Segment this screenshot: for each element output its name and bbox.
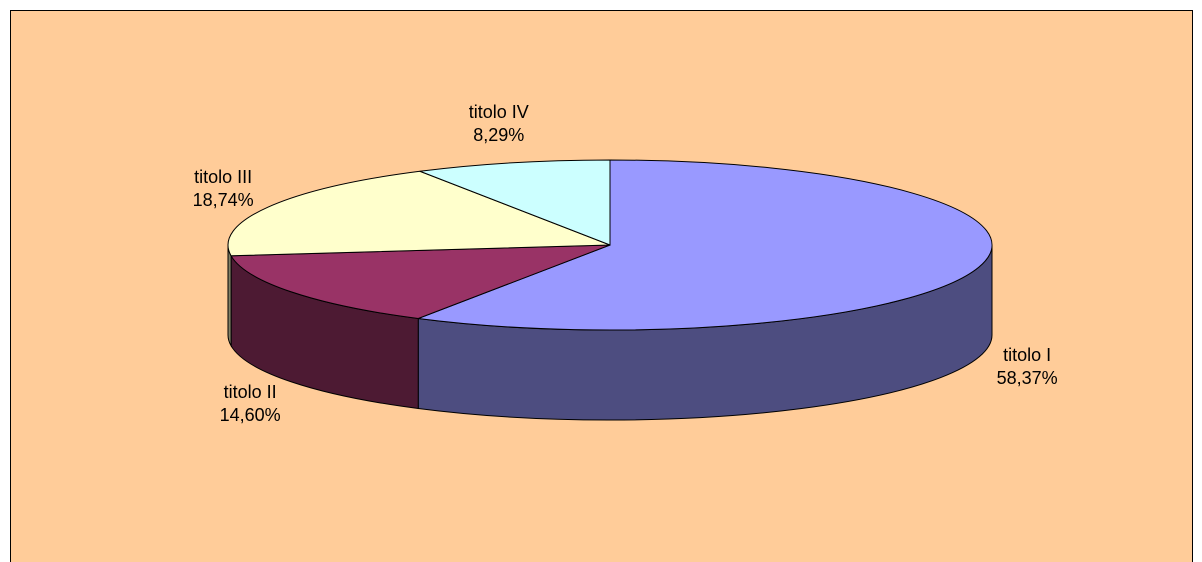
pie-slice-side bbox=[227, 244, 232, 348]
pie-slice bbox=[418, 159, 993, 331]
slice-value-label: 14,60% bbox=[220, 405, 281, 425]
slice-label: titolo II bbox=[224, 382, 277, 402]
slice-label: titolo IV bbox=[469, 102, 529, 122]
slice-label: titolo I bbox=[1003, 345, 1051, 365]
slice-value-label: 18,74% bbox=[193, 190, 254, 210]
pie-slice bbox=[419, 159, 611, 246]
slice-value-label: 58,37% bbox=[997, 368, 1058, 388]
slice-value-label: 8,29% bbox=[473, 125, 524, 145]
slice-label: titolo III bbox=[194, 167, 252, 187]
pie-slice bbox=[230, 244, 611, 320]
pie-slice bbox=[227, 170, 611, 257]
